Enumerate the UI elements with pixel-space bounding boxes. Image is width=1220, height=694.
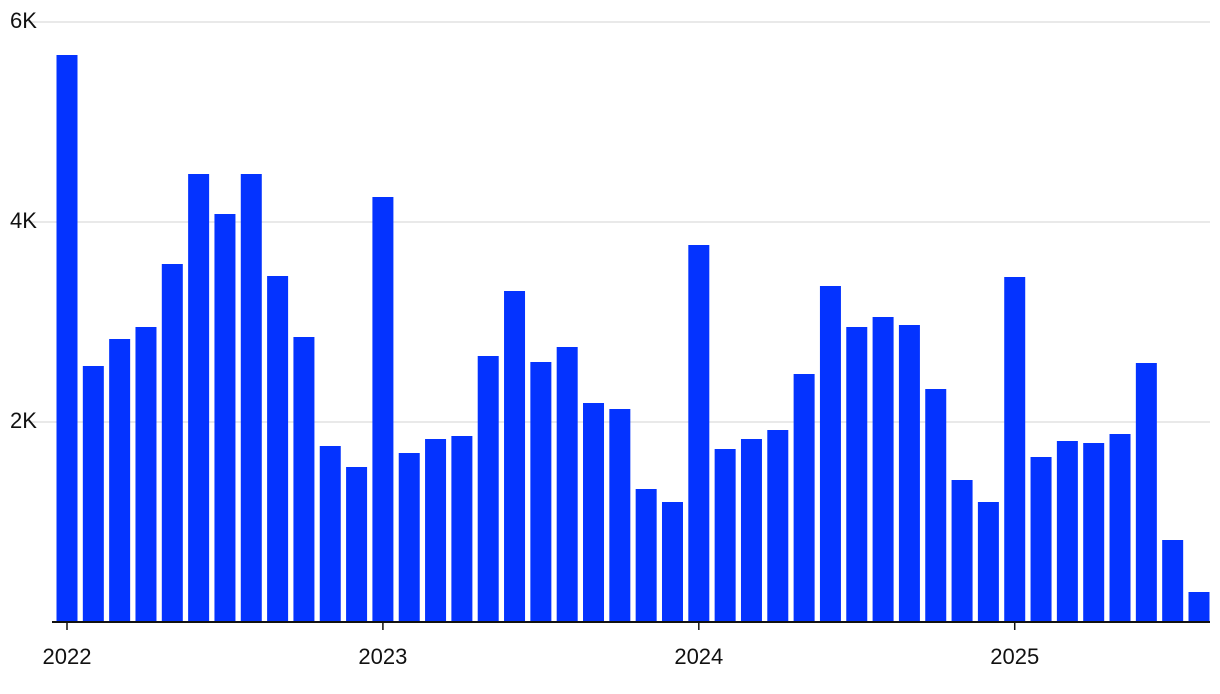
bar xyxy=(898,325,920,622)
bar xyxy=(767,430,789,622)
bar xyxy=(188,174,210,622)
bar xyxy=(504,291,526,622)
bar xyxy=(214,214,236,622)
bar xyxy=(161,264,183,622)
bar xyxy=(240,174,262,622)
bar xyxy=(293,337,315,622)
x-tick-label: 2025 xyxy=(990,644,1039,669)
bar xyxy=(477,356,499,622)
bar xyxy=(1056,441,1078,622)
bar xyxy=(1109,434,1131,622)
bar xyxy=(609,409,631,622)
bar xyxy=(661,502,683,622)
x-tick-label: 2023 xyxy=(358,644,407,669)
bar xyxy=(398,453,420,622)
bar xyxy=(925,389,947,622)
bar xyxy=(1162,540,1184,622)
x-tick-label: 2022 xyxy=(43,644,92,669)
bar xyxy=(451,436,473,622)
bar xyxy=(872,317,894,622)
bar xyxy=(82,366,104,622)
bar xyxy=(635,489,657,622)
bar xyxy=(267,276,289,622)
bar xyxy=(530,362,552,622)
bar xyxy=(819,286,841,622)
y-tick-label: 2K xyxy=(10,408,37,433)
bar xyxy=(372,197,394,622)
bar xyxy=(425,439,447,622)
bar xyxy=(688,245,710,622)
bar xyxy=(1188,592,1210,622)
bar xyxy=(556,347,578,622)
y-tick-label: 6K xyxy=(10,8,37,33)
bar xyxy=(135,327,157,622)
bar xyxy=(1030,457,1052,622)
bar xyxy=(583,403,605,622)
bar xyxy=(740,439,762,622)
bar xyxy=(714,449,736,622)
bar xyxy=(319,446,341,622)
bar xyxy=(793,374,815,622)
bar xyxy=(846,327,868,622)
bar xyxy=(109,339,131,622)
bar xyxy=(346,467,368,622)
bar xyxy=(977,502,999,622)
y-tick-label: 4K xyxy=(10,208,37,233)
bar xyxy=(56,55,78,622)
bar xyxy=(1083,443,1105,622)
bar xyxy=(951,480,973,622)
x-tick-label: 2024 xyxy=(674,644,723,669)
bar xyxy=(1004,277,1026,622)
bar xyxy=(1135,363,1157,622)
